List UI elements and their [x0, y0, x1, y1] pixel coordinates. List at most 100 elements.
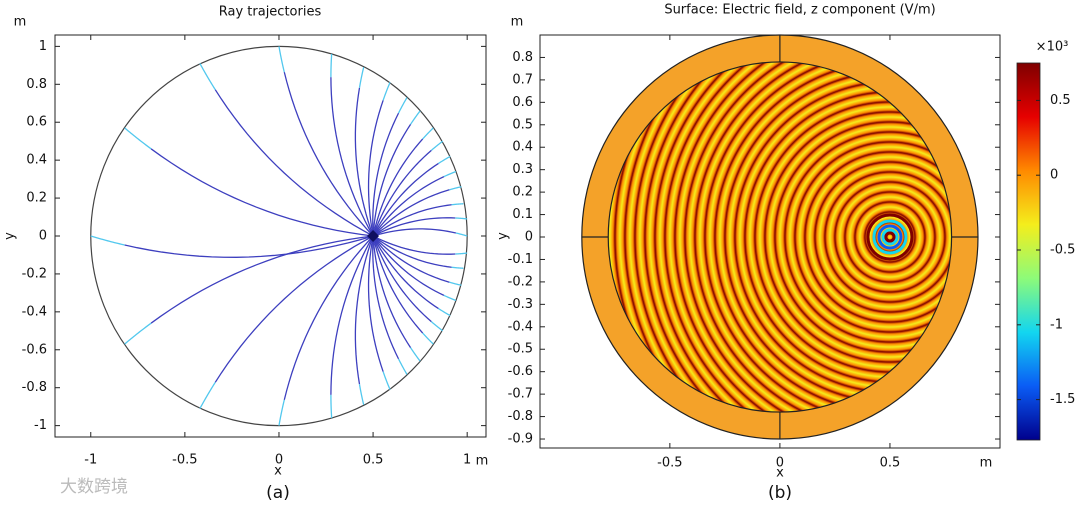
ray-tip	[397, 97, 408, 114]
x-tick-label: 1	[463, 453, 471, 468]
ray-tip	[199, 63, 216, 91]
ray	[372, 162, 439, 237]
y-tick-label: 0.5	[512, 117, 533, 132]
ray	[372, 228, 457, 237]
y-tick-label: -1	[34, 418, 47, 433]
ray	[283, 235, 374, 401]
source-field	[866, 213, 914, 261]
x-axis-label: x	[274, 464, 282, 479]
ray	[372, 235, 452, 268]
ray	[372, 235, 439, 310]
y-tick-label: 0.2	[26, 191, 47, 206]
ray-tip	[410, 347, 421, 362]
y-tick-label: 0.2	[512, 185, 533, 200]
ray	[372, 235, 400, 360]
ray	[372, 189, 450, 237]
ray	[372, 204, 452, 237]
ray	[330, 77, 374, 237]
ray	[330, 235, 374, 395]
y-tick-label: -0.7	[508, 387, 533, 402]
y-tick-label: 1	[39, 39, 47, 54]
axis-unit: m	[14, 15, 27, 30]
y-axis-label: y	[3, 232, 18, 240]
ray-tip	[358, 67, 365, 88]
ray	[372, 235, 412, 348]
ray-tip	[455, 217, 468, 220]
y-tick-label: -0.4	[22, 304, 47, 319]
ray	[367, 235, 384, 372]
x-tick-label: -0.5	[172, 453, 197, 468]
ray	[372, 124, 412, 237]
ray-tip	[438, 308, 451, 317]
y-tick-label: -0.8	[508, 409, 533, 424]
ray-tip	[451, 203, 464, 206]
y-tick-label: -0.6	[22, 342, 47, 357]
plot-frame	[539, 34, 1001, 449]
plot-frame	[54, 34, 487, 438]
y-tick-label: 0.6	[512, 95, 533, 110]
x-tick-label: 0.5	[363, 453, 384, 468]
chart-title: Ray trajectories	[219, 5, 322, 20]
y-tick-label: -0.2	[22, 266, 47, 281]
ray	[354, 235, 374, 385]
ray	[150, 235, 374, 324]
colorbar-label: ×10³	[1036, 40, 1069, 55]
x-tick-label: -0.5	[657, 456, 682, 471]
source-field	[877, 224, 903, 250]
ray	[372, 235, 432, 323]
x-tick-label: 0.5	[880, 456, 901, 471]
y-tick-label: 0.4	[26, 153, 47, 168]
ray	[372, 138, 424, 237]
source-field	[872, 219, 908, 255]
ray	[214, 89, 374, 237]
ray-tip	[278, 46, 285, 73]
y-tick-label: 0.6	[26, 115, 47, 130]
axis-unit: m	[511, 15, 524, 30]
ray-tip	[449, 186, 462, 191]
ray	[372, 235, 445, 296]
ray	[372, 149, 432, 237]
y-tick-label: -0.3	[508, 297, 533, 312]
ray-tip	[124, 322, 152, 345]
ray	[354, 87, 374, 237]
y-tick-label: 0.3	[512, 162, 533, 177]
y-tick-label: 0	[525, 230, 533, 245]
ray-tip	[455, 252, 468, 255]
watermark: 大数跨境	[60, 477, 128, 497]
ray	[372, 235, 424, 334]
y-tick-label: 0.4	[512, 140, 533, 155]
ray-tip	[330, 53, 333, 78]
ray	[214, 235, 374, 383]
ray-tip	[443, 294, 457, 302]
ray-tip	[90, 235, 125, 246]
x-tick-label: 0	[275, 453, 283, 468]
y-tick-label: 0.8	[26, 77, 47, 92]
colorbar-tick-label: 0.5	[1050, 93, 1071, 108]
colorbar-tick-label: 0	[1050, 168, 1058, 183]
axis-unit: m	[980, 456, 993, 471]
colorbar-tick-label: -0.5	[1050, 243, 1075, 258]
ray-tip	[382, 82, 391, 101]
ray-tip	[422, 127, 434, 140]
boundary	[90, 45, 468, 427]
colorbar	[1016, 62, 1041, 441]
y-tick-label: -0.2	[508, 274, 533, 289]
ray	[283, 71, 374, 237]
y-tick-label: 0.7	[512, 72, 533, 87]
ray-tip	[438, 155, 451, 164]
ray-tip	[410, 110, 421, 125]
ray-tip	[449, 281, 462, 286]
y-tick-label: -0.9	[508, 432, 533, 447]
source	[367, 230, 380, 242]
colorbar-tick-label: -1	[1050, 317, 1063, 332]
ray-tip	[278, 399, 285, 426]
y-tick-label: 0.8	[512, 50, 533, 65]
source-field	[884, 231, 896, 243]
y-tick-label: -0.6	[508, 364, 533, 379]
x-tick-label: -1	[84, 453, 97, 468]
ray	[372, 235, 456, 255]
chart-title: Surface: Electric field, z component (V/…	[664, 3, 935, 18]
ray-tip	[382, 371, 391, 390]
ray-tip	[124, 127, 152, 150]
